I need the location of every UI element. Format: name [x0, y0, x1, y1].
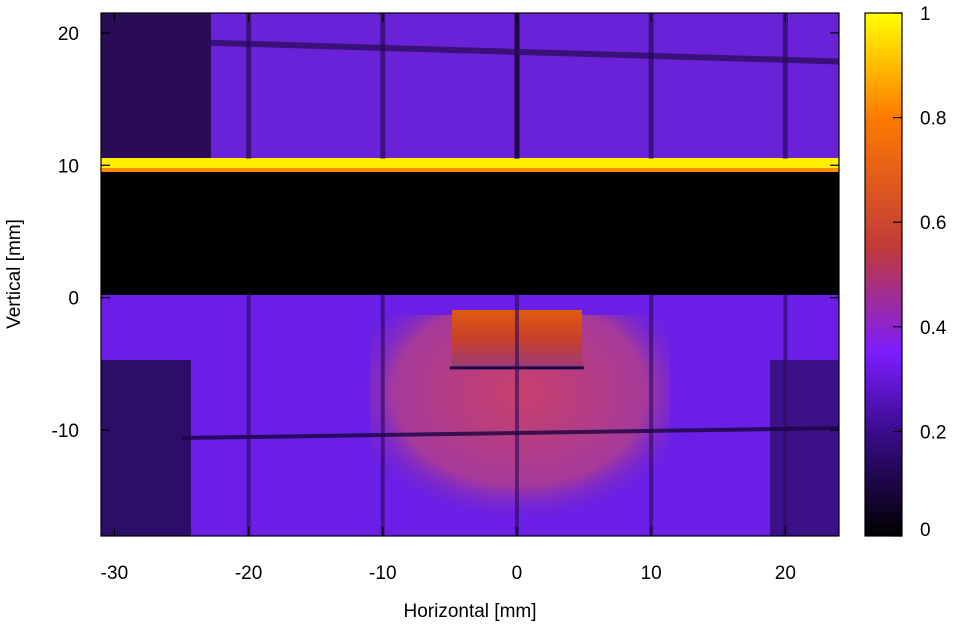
x-tick-label: 20 — [775, 563, 796, 584]
x-axis-label: Horizontal [mm] — [403, 601, 536, 622]
x-tick-label: -10 — [369, 563, 396, 584]
y-axis: -10 0 10 20 — [52, 24, 839, 442]
y-tick-label: 0 — [68, 289, 79, 310]
lower-right-dark-region — [770, 360, 839, 536]
colorbar-tick-label: 0.8 — [920, 109, 946, 130]
lower-left-dark-region — [101, 360, 191, 536]
x-tick-label: -30 — [101, 563, 128, 584]
y-tick-label: 10 — [58, 156, 79, 177]
colorbar-tick-label: 0.6 — [920, 213, 946, 234]
x-tick-label: -20 — [235, 563, 262, 584]
colorbar-tick-label: 0.2 — [920, 422, 946, 443]
upper-panel-region — [101, 13, 839, 158]
bright-line-edge — [101, 168, 839, 172]
colorbar-tick-label: 0.4 — [920, 318, 947, 339]
x-axis: -30 -20 -10 0 10 20 — [101, 13, 796, 584]
x-tick-label: 10 — [641, 563, 662, 584]
colorbar-tick-label: 0 — [920, 520, 931, 541]
grid-shadow-lines — [100, 13, 840, 536]
plot-frame — [100, 12, 840, 537]
x-tick-label: 0 — [512, 563, 523, 584]
y-axis-label: Vertical [mm] — [4, 219, 25, 329]
colorbar — [864, 12, 903, 537]
grid-shadow-line-horizontal — [100, 36, 840, 65]
y-tick-label: 20 — [58, 24, 79, 45]
colorbar-tick-label: 1 — [920, 4, 931, 25]
upper-left-dark-region — [101, 13, 211, 158]
colorbar-axis: 0 0.2 0.4 0.6 0.8 1 — [893, 4, 947, 541]
plot-area — [100, 13, 840, 536]
y-tick-label: -10 — [52, 421, 79, 442]
grid-shadow-line-horizontal — [181, 426, 840, 441]
